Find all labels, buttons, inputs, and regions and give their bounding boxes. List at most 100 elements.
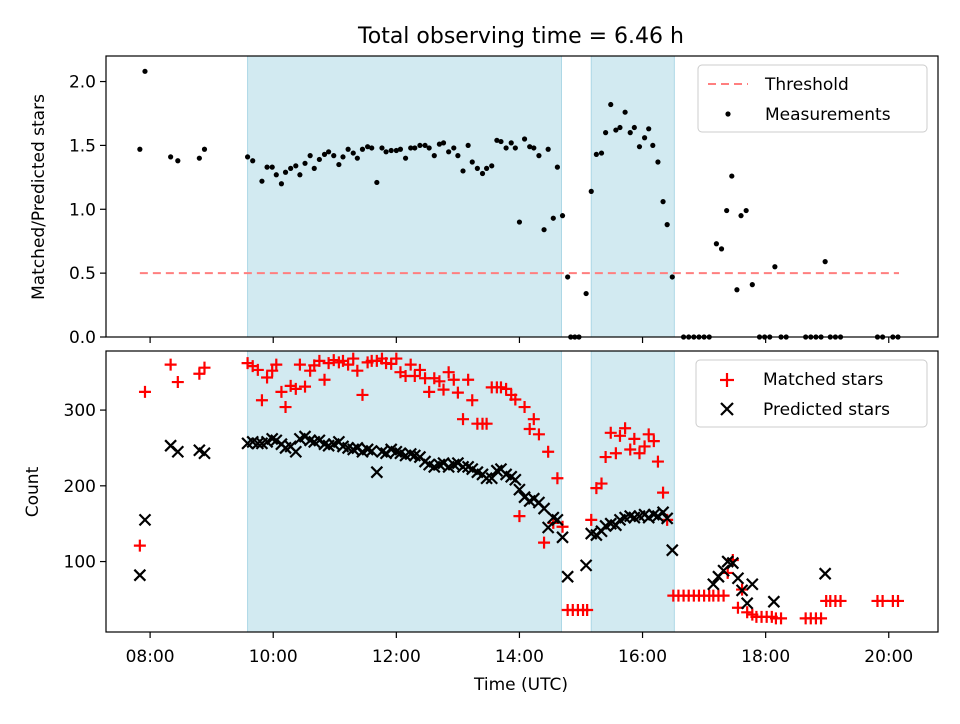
measurement-point — [282, 169, 289, 175]
measurement-point — [646, 126, 652, 132]
measurement-point — [622, 109, 628, 115]
matched-stars-point — [437, 383, 450, 396]
measurement-point — [278, 181, 285, 187]
predicted-stars-point — [171, 445, 185, 459]
measurement-point — [734, 287, 740, 293]
matched-stars-point — [613, 429, 626, 442]
measurement-point — [617, 124, 623, 131]
measurement-point — [354, 155, 360, 161]
measurement-point — [536, 153, 542, 159]
measurement-point — [516, 219, 523, 225]
x-axis-label: Time (UTC) — [473, 675, 568, 695]
matched-stars-point — [556, 520, 569, 533]
shaded-region-2 — [590, 55, 675, 338]
measurement-point — [446, 149, 452, 155]
measurement-point — [565, 274, 571, 280]
predicted-stars-point — [133, 568, 147, 582]
measurement-point — [583, 290, 589, 297]
matched-stars-point — [413, 363, 426, 376]
matched-stars-point — [451, 386, 464, 399]
measurement-point — [340, 154, 346, 160]
measurement-point — [743, 207, 749, 214]
measurement-point — [503, 145, 509, 151]
matched-stars-point — [581, 604, 594, 617]
measurement-point — [724, 207, 730, 214]
predicted-legend-swatch — [720, 402, 734, 416]
matched-stars-point — [408, 369, 421, 382]
measurement-point — [326, 149, 332, 155]
predicted-stars-point — [318, 437, 331, 451]
matched-stars-point — [462, 373, 475, 386]
predicted-stars-point — [456, 460, 470, 474]
measurement-point — [655, 159, 661, 165]
measurement-point — [669, 274, 675, 280]
predicted-stars-point — [404, 447, 417, 461]
predicted-stars-point — [289, 445, 303, 459]
predicted-stars-point — [656, 506, 670, 519]
matched-stars-point — [815, 612, 828, 625]
matched-stars-point — [523, 423, 536, 436]
matched-stars-point — [198, 361, 211, 374]
predicted-stars-point — [265, 432, 279, 446]
bottom-y-axis-label: Count — [23, 466, 43, 517]
measurement-point — [311, 165, 317, 171]
measurement-point — [545, 146, 551, 152]
predicted-stars-point — [707, 578, 720, 591]
x-tick-label: 20:00 — [864, 647, 913, 667]
matched-stars-point — [775, 612, 788, 625]
predicted-stars-point — [731, 571, 745, 585]
measurement-point — [664, 222, 670, 228]
measurement-point — [365, 144, 371, 150]
y-tick-label: 100 — [64, 553, 96, 573]
matched-stars-point — [351, 364, 364, 377]
matched-stars-point — [538, 536, 551, 549]
measurement-point — [383, 149, 389, 155]
matched-stars-point — [741, 606, 754, 619]
shaded-region-2 — [590, 350, 675, 633]
matched-stars-point — [542, 445, 555, 458]
matched-stars-point — [442, 366, 455, 379]
measurement-point — [498, 138, 504, 145]
measurement-point — [613, 127, 619, 133]
measurement-point — [402, 155, 409, 161]
y-tick-label: 0.0 — [69, 328, 96, 348]
measurement-point — [660, 199, 666, 205]
bottom-x-axis-ticks: 08:00 10:00 12:00 14:00 16:00 18:00 20:00 — [126, 632, 913, 667]
matched-stars-point — [834, 594, 847, 607]
matched-stars-point — [138, 385, 151, 398]
y-tick-label: 0.5 — [69, 264, 96, 284]
matched-stars-point — [551, 472, 564, 485]
measurement-point — [269, 164, 275, 170]
top-shaded-regions — [247, 55, 675, 338]
matched-stars-point — [876, 594, 889, 607]
matched-stars-point — [457, 413, 470, 426]
predicted-stars-point — [579, 559, 593, 572]
x-tick-label: 14:00 — [495, 647, 544, 667]
bottom-y-axis-ticks: 100 200 300 — [64, 401, 106, 573]
measurement-point — [641, 135, 648, 141]
measurement-point — [431, 153, 437, 159]
measurement-point — [650, 142, 656, 149]
measurement-point — [196, 155, 202, 161]
measurement-point — [598, 150, 605, 156]
predicted-stars-point — [365, 444, 378, 458]
predicted-stars-point — [717, 564, 730, 577]
measurement-point — [321, 151, 328, 157]
matched-stars-point — [385, 357, 398, 370]
measurements-series — [137, 68, 901, 340]
bottom-plot-frame — [105, 350, 939, 633]
matched-stars-point — [133, 539, 146, 552]
measurement-point — [201, 146, 208, 152]
measurement-point — [554, 164, 560, 170]
measurement-point — [631, 124, 637, 131]
measurement-point — [474, 165, 480, 171]
matched-stars-point — [164, 358, 177, 371]
matched-stars-point — [532, 428, 545, 441]
matched-stars-point — [585, 513, 598, 526]
y-tick-label: 1.0 — [69, 200, 96, 220]
matched-stars-point — [604, 426, 617, 439]
predicted-stars-point — [513, 483, 526, 496]
measurement-point — [422, 142, 428, 149]
matched-stars-point — [891, 594, 904, 607]
matched-stars-point — [289, 382, 302, 395]
